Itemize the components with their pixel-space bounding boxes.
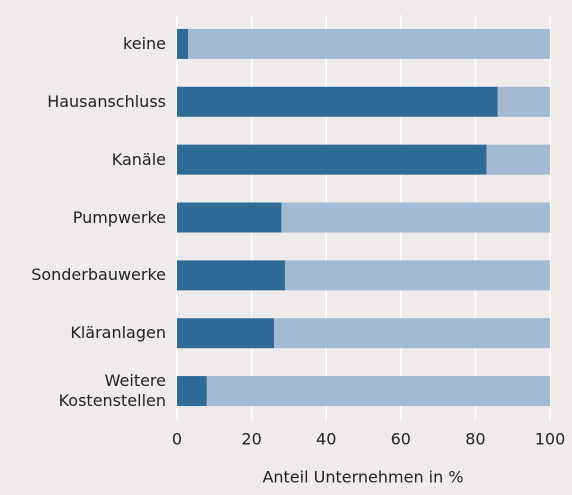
bar-segment bbox=[281, 202, 550, 233]
bar-segment bbox=[177, 318, 274, 349]
bar-segment bbox=[486, 144, 550, 175]
bar-segment bbox=[177, 28, 189, 59]
bar-segment bbox=[177, 260, 286, 291]
y-tick-label: Pumpwerke bbox=[72, 207, 166, 227]
x-tick-label: 0 bbox=[172, 430, 182, 449]
bar-segment bbox=[206, 376, 550, 407]
bar-segment bbox=[188, 28, 550, 59]
y-tick-label: keine bbox=[123, 33, 166, 53]
x-tick-label: 40 bbox=[316, 430, 336, 449]
y-tick-label: Weitere Kostenstellen bbox=[58, 371, 166, 411]
x-axis-title: Anteil Unternehmen in % bbox=[262, 468, 463, 487]
x-tick-label: 100 bbox=[535, 430, 566, 449]
y-tick-label: Kläranlagen bbox=[70, 323, 166, 343]
bar-segment bbox=[177, 376, 207, 407]
y-tick-label: Kanäle bbox=[111, 149, 166, 169]
bar-segment bbox=[285, 260, 550, 291]
bar-segment bbox=[497, 86, 550, 117]
bar-segment bbox=[177, 86, 498, 117]
x-tick-label: 20 bbox=[241, 430, 261, 449]
y-tick-label: Sonderbauwerke bbox=[31, 265, 166, 285]
y-tick-label: Hausanschluss bbox=[47, 91, 166, 111]
bar-segment bbox=[273, 318, 550, 349]
x-tick-label: 80 bbox=[465, 430, 485, 449]
x-tick-label: 60 bbox=[391, 430, 411, 449]
bar-segment bbox=[177, 202, 282, 233]
bar-segment bbox=[177, 144, 487, 175]
